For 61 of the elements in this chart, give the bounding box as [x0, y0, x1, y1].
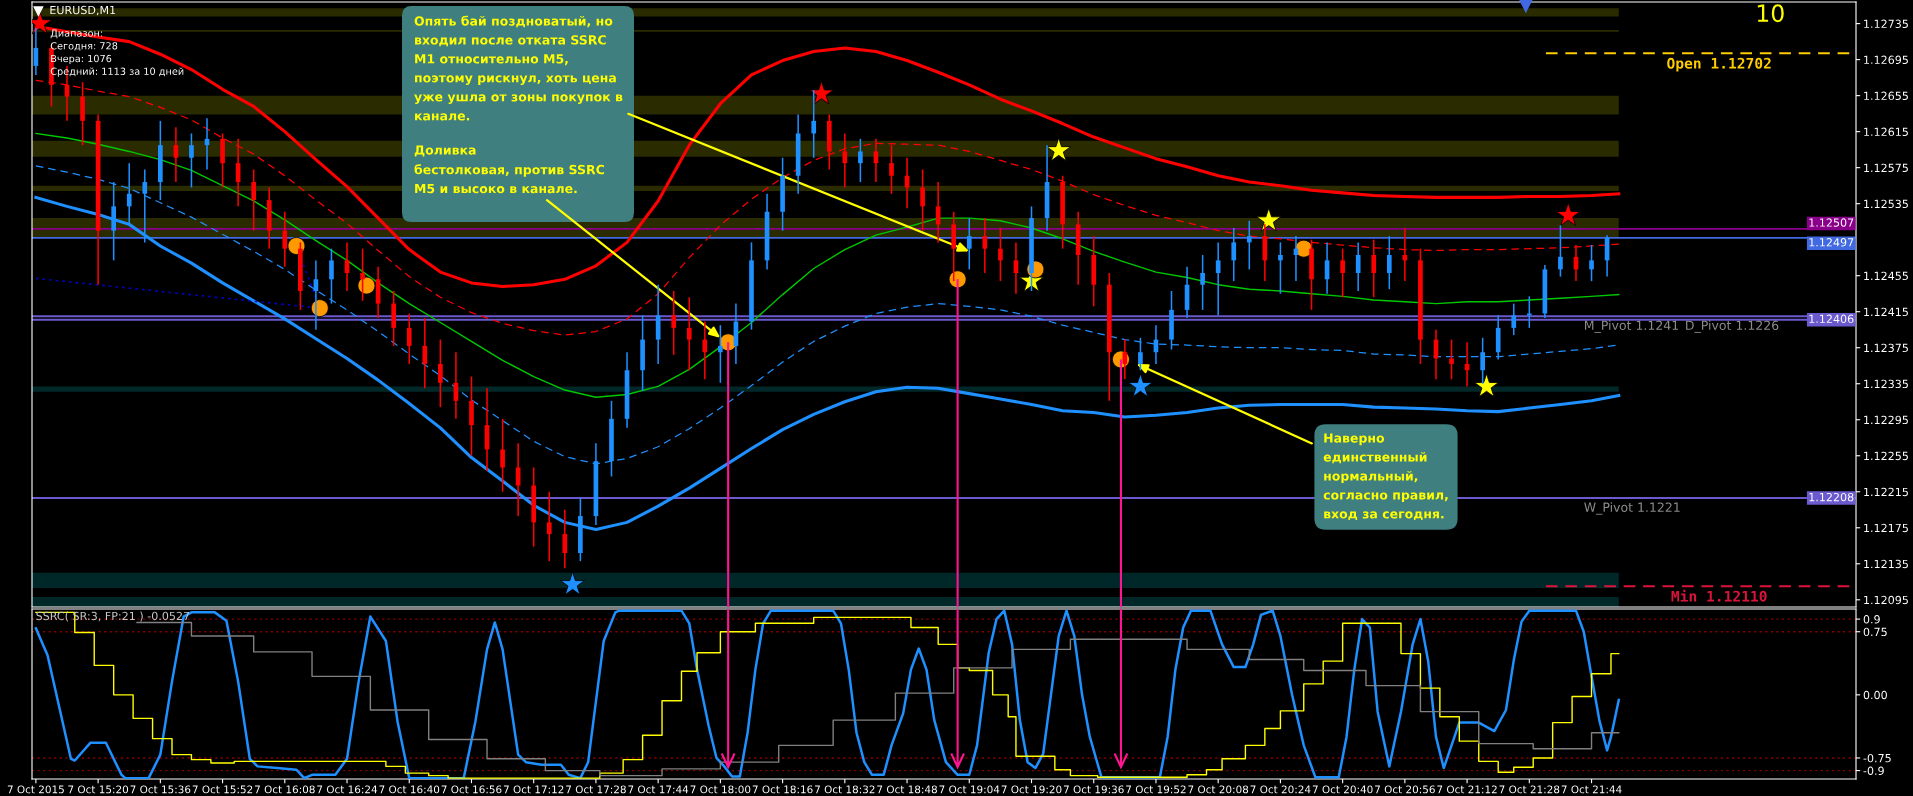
x-tick-label: 7 Oct 20:56 — [1375, 785, 1435, 794]
y-tick-label: 1.12655 — [1864, 91, 1908, 101]
y-tick-label: 0.9 — [1863, 615, 1880, 624]
y-tick-label: 1.12735 — [1864, 19, 1908, 28]
x-tick-label: 7 Oct 19:36 — [1063, 785, 1124, 794]
annotation: 10 — [1757, 4, 1784, 23]
y-tick-label: 1.12095 — [1864, 595, 1908, 605]
ref-line-label: 1.12406 — [1809, 314, 1854, 324]
annotation: W_Pivot 1.1221 — [1584, 502, 1680, 515]
x-tick-label: 7 Oct 18:00 — [690, 785, 751, 794]
y-tick-label: 0.00 — [1863, 690, 1887, 700]
y-tick-label: 1.12535 — [1864, 199, 1908, 209]
x-tick-label: 7 Oct 18:48 — [877, 785, 937, 794]
y-tick-label: 1.12175 — [1864, 523, 1908, 533]
y-tick-label: 1.12375 — [1864, 343, 1908, 353]
y-tick-label: -0.75 — [1863, 753, 1891, 763]
annotation: D_Pivot 1.1226 — [1686, 320, 1779, 333]
x-tick-label: 7 Oct 16:40 — [379, 785, 440, 794]
y-tick-label: 1.12415 — [1864, 307, 1908, 317]
x-tick-label: 7 Oct 19:52 — [1126, 785, 1186, 794]
y-tick-label: 1.12335 — [1864, 379, 1908, 389]
y-tick-label: 1.12215 — [1864, 487, 1908, 497]
x-tick-label: 7 Oct 17:12 — [503, 785, 564, 794]
y-tick-label: 1.12455 — [1864, 271, 1908, 281]
y-tick-label: 1.12575 — [1864, 163, 1908, 173]
y-tick-label: 1.12135 — [1864, 559, 1908, 569]
x-tick-label: 7 Oct 20:40 — [1312, 785, 1373, 794]
x-tick-label: 7 Oct 17:28 — [566, 785, 626, 794]
x-tick-label: 7 Oct 21:12 — [1437, 785, 1497, 794]
ref-line-label: 1.12497 — [1809, 238, 1854, 247]
x-tick-label: 7 Oct 18:32 — [815, 785, 875, 794]
y-tick-label: 1.12295 — [1864, 415, 1908, 425]
y-tick-label: -0.9 — [1863, 766, 1884, 775]
ref-line-label: Min 1.12110 — [1671, 589, 1767, 602]
x-tick-label: 7 Oct 20:08 — [1188, 785, 1249, 794]
x-tick-label: 7 Oct 21:44 — [1561, 785, 1622, 794]
y-tick-label: 1.12615 — [1864, 127, 1908, 137]
x-tick-label: 7 Oct 2015 — [7, 785, 64, 794]
x-tick-label: 7 Oct 16:24 — [317, 785, 378, 794]
annotation: M_Pivot 1.1241 — [1584, 320, 1679, 333]
y-tick-label: 0.75 — [1863, 627, 1887, 637]
y-tick-label: 1.12695 — [1864, 55, 1908, 64]
x-tick-label: 7 Oct 21:28 — [1499, 785, 1560, 794]
ref-line-label: 1.12507 — [1809, 218, 1854, 227]
x-tick-label: 7 Oct 20:24 — [1250, 785, 1311, 794]
x-tick-label: 7 Oct 15:52 — [192, 785, 253, 794]
x-tick-label: 7 Oct 16:08 — [255, 785, 315, 794]
x-tick-label: 7 Oct 19:04 — [939, 785, 1000, 794]
x-tick-label: 7 Oct 16:56 — [441, 785, 502, 794]
annotation: Опять бай поздноватый, но входил после отката SSRC M1 относительно M5, поэтому рискнул, хоть цена уже ушла от зоны покупок в канале. — [414, 15, 623, 121]
ref-line-label: Open 1.12702 — [1667, 57, 1771, 72]
x-tick-label: 7 Oct 17:44 — [628, 785, 689, 794]
chart-title: EURUSD,M1 — [50, 5, 116, 16]
annotation: Наверно единственный нормальный, согласно правил, вход за сегодня. — [1323, 433, 1448, 521]
x-tick-label: 7 Oct 18:16 — [752, 785, 813, 794]
x-tick-label: 7 Oct 15:36 — [130, 785, 191, 794]
x-tick-label: 7 Oct 15:20 — [68, 785, 129, 794]
y-tick-label: 1.12255 — [1864, 451, 1908, 461]
ref-line-label: 1.12208 — [1809, 492, 1854, 502]
annotation: Доливка бестолковая, против SSRC M5 и высоко в канале. — [414, 145, 605, 194]
x-tick-label: 7 Oct 19:20 — [1001, 785, 1062, 794]
